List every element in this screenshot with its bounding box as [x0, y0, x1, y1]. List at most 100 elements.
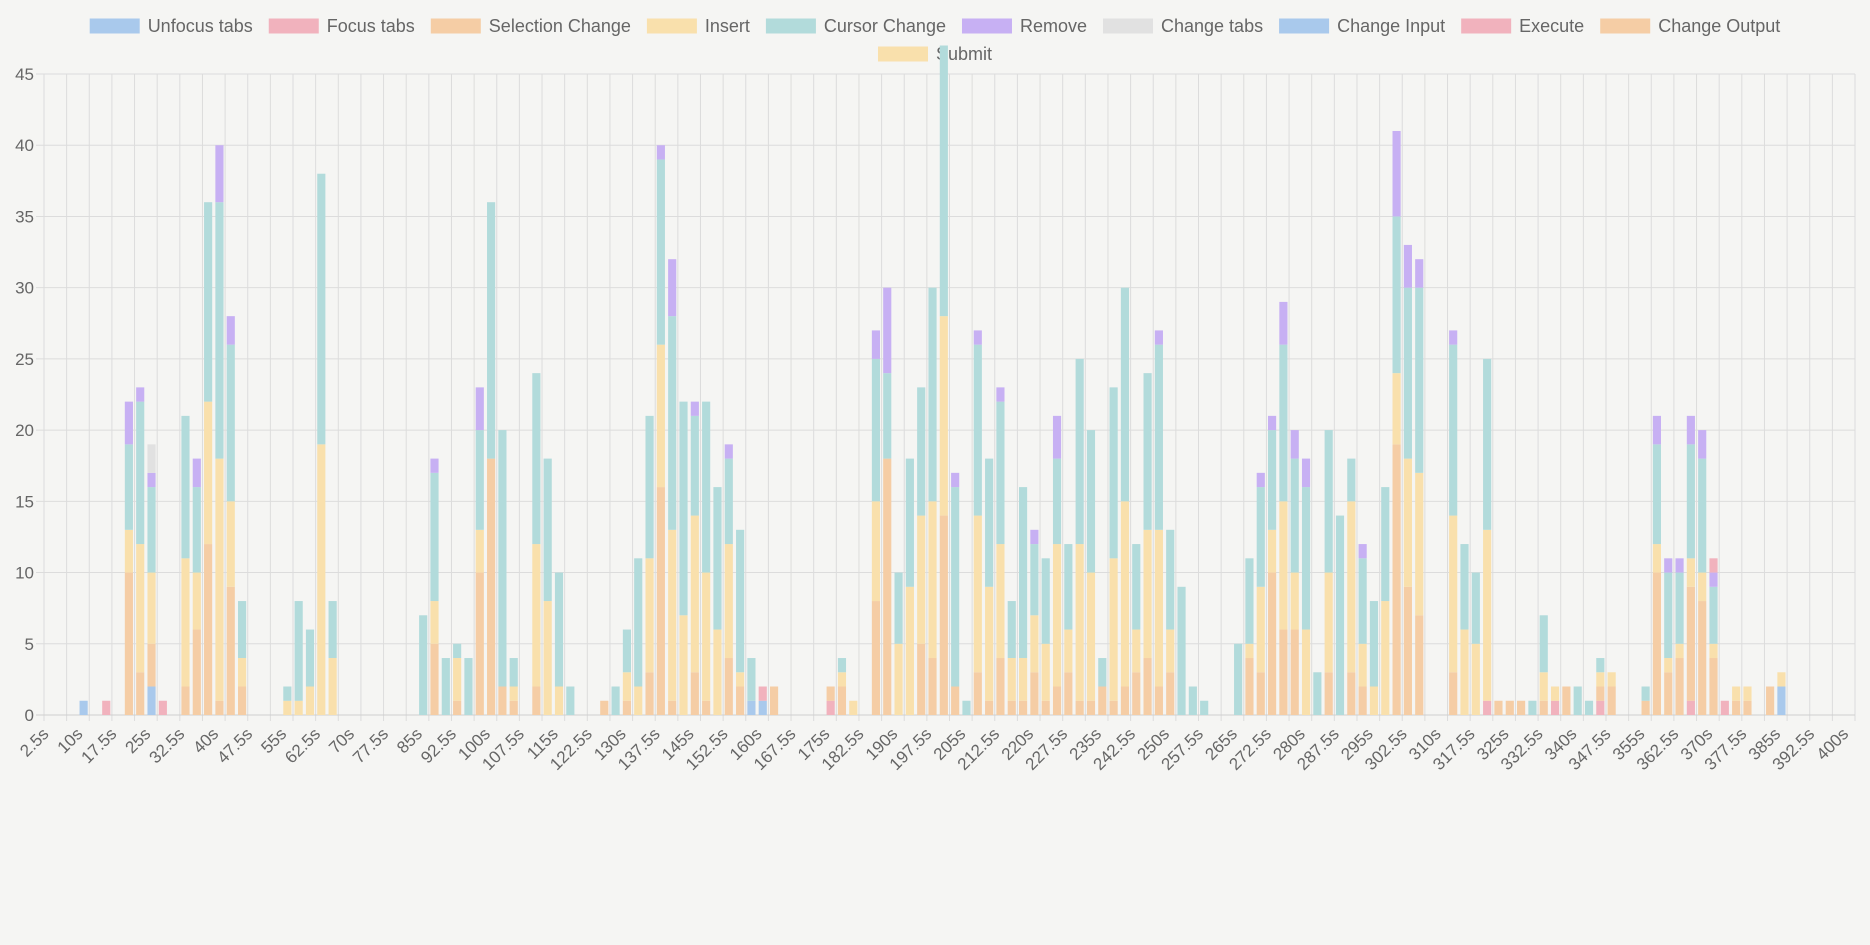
- bar-segment-cursor-change[interactable]: [1086, 430, 1096, 573]
- bar-segment-selection-change[interactable]: [147, 643, 156, 687]
- bar-segment-cursor-change[interactable]: [1698, 458, 1707, 573]
- bar-segment-insert[interactable]: [1369, 686, 1379, 715]
- bar-segment-selection-change[interactable]: [136, 672, 145, 715]
- bar-segment-selection-change[interactable]: [1358, 686, 1367, 715]
- bar-segment-selection-change[interactable]: [1641, 700, 1650, 715]
- bar-segment-selection-change[interactable]: [453, 700, 462, 715]
- bar-segment-cursor-change[interactable]: [1664, 572, 1673, 659]
- bar-segment-insert[interactable]: [147, 572, 156, 644]
- bar-segment-insert[interactable]: [1698, 572, 1707, 602]
- bar-segment-insert[interactable]: [1449, 515, 1458, 673]
- bar-segment-selection-change[interactable]: [1143, 658, 1152, 715]
- bar-segment-selection-change[interactable]: [1732, 700, 1741, 715]
- bar-segment-remove[interactable]: [1686, 415, 1695, 445]
- bar-segment-cursor-change[interactable]: [1324, 430, 1333, 573]
- bar-segment-remove[interactable]: [215, 145, 224, 203]
- bar-segment-selection-change[interactable]: [690, 672, 699, 715]
- bar-segment-insert[interactable]: [136, 544, 145, 673]
- bar-segment-insert[interactable]: [192, 572, 201, 630]
- bar-segment-cursor-change[interactable]: [928, 287, 937, 502]
- bar-segment-insert[interactable]: [1109, 558, 1118, 701]
- bar-segment-cursor-change[interactable]: [973, 344, 982, 516]
- bar-segment-cursor-change[interactable]: [1709, 586, 1718, 644]
- bar-segment-selection-change[interactable]: [1675, 658, 1684, 715]
- bar-segment-insert[interactable]: [1550, 686, 1560, 701]
- bar-segment-remove[interactable]: [1449, 330, 1458, 345]
- bar-segment-submit[interactable]: [1743, 686, 1752, 701]
- bar-segment-cursor-change[interactable]: [1200, 700, 1209, 715]
- bar-segment-cursor-change[interactable]: [124, 444, 133, 530]
- bar-segment-cursor-change[interactable]: [238, 601, 247, 659]
- bar-segment-remove[interactable]: [1403, 244, 1412, 288]
- bar-segment-insert[interactable]: [1256, 586, 1265, 673]
- bar-segment-remove[interactable]: [475, 387, 484, 431]
- bar-segment-remove[interactable]: [136, 387, 145, 402]
- bar-segment-remove[interactable]: [690, 401, 699, 416]
- bar-segment-insert[interactable]: [985, 586, 994, 701]
- bar-segment-selection-change[interactable]: [1245, 658, 1254, 715]
- bar-segment-insert[interactable]: [1358, 643, 1367, 687]
- bar-segment-insert[interactable]: [1403, 458, 1412, 587]
- bar-segment-insert[interactable]: [1268, 529, 1277, 573]
- bar-segment-cursor-change[interactable]: [962, 700, 971, 715]
- bar-segment-selection-change[interactable]: [1132, 672, 1141, 715]
- bar-segment-selection-change[interactable]: [996, 658, 1005, 715]
- bar-segment-selection-change[interactable]: [1268, 572, 1277, 715]
- bar-segment-cursor-change[interactable]: [996, 401, 1005, 545]
- bar-segment-selection-change[interactable]: [1064, 672, 1073, 715]
- bar-segment-insert[interactable]: [1279, 501, 1288, 630]
- bar-segment-insert[interactable]: [1154, 529, 1163, 687]
- bar-segment-remove[interactable]: [883, 287, 892, 374]
- bar-segment-selection-change[interactable]: [622, 700, 631, 715]
- bar-segment-cursor-change[interactable]: [1098, 658, 1107, 687]
- bar-segment-selection-change[interactable]: [124, 572, 133, 715]
- bar-segment-insert[interactable]: [294, 700, 303, 715]
- bar-segment-insert[interactable]: [1471, 643, 1480, 715]
- bar-segment-cursor-change[interactable]: [283, 686, 292, 701]
- bar-segment-execute[interactable]: [1709, 558, 1718, 573]
- bar-segment-cursor-change[interactable]: [1075, 358, 1084, 545]
- bar-segment-selection-change[interactable]: [1256, 672, 1265, 715]
- bar-segment-focus-tabs[interactable]: [1550, 700, 1560, 715]
- bar-segment-cursor-change[interactable]: [1403, 287, 1412, 459]
- bar-segment-insert[interactable]: [283, 700, 292, 715]
- bar-segment-cursor-change[interactable]: [509, 658, 518, 687]
- legend-item-focus-tabs[interactable]: Focus tabs: [268, 16, 415, 36]
- bar-segment-insert[interactable]: [453, 658, 462, 701]
- bar-segment-focus-tabs[interactable]: [1596, 700, 1605, 715]
- bar-segment-insert[interactable]: [1075, 544, 1084, 701]
- bar-segment-remove[interactable]: [668, 259, 677, 317]
- bar-segment-insert[interactable]: [1460, 629, 1469, 715]
- bar-segment-selection-change[interactable]: [837, 686, 847, 715]
- bar-segment-insert[interactable]: [1652, 544, 1661, 573]
- bar-segment-cursor-change[interactable]: [1052, 458, 1062, 545]
- bar-segment-cursor-change[interactable]: [1483, 358, 1492, 530]
- bar-segment-insert[interactable]: [1324, 572, 1333, 673]
- bar-segment-selection-change[interactable]: [1109, 700, 1118, 715]
- bar-segment-selection-change[interactable]: [736, 686, 745, 715]
- bar-segment-cursor-change[interactable]: [747, 658, 756, 701]
- bar-segment-focus-tabs[interactable]: [758, 686, 767, 701]
- bar-segment-cursor-change[interactable]: [294, 601, 303, 701]
- bar-segment-insert[interactable]: [634, 686, 643, 715]
- legend-item-unfocus-tabs[interactable]: Unfocus tabs: [89, 16, 253, 36]
- bar-segment-cursor-change[interactable]: [1381, 487, 1390, 602]
- bar-segment-unfocus-tabs[interactable]: [147, 686, 156, 715]
- bar-segment-insert[interactable]: [1483, 529, 1492, 701]
- legend-item-remove[interactable]: Remove: [961, 16, 1087, 36]
- bar-segment-insert[interactable]: [317, 444, 326, 715]
- bar-segment-remove[interactable]: [1664, 558, 1673, 573]
- bar-segment-selection-change[interactable]: [1698, 601, 1707, 715]
- bar-segment-insert[interactable]: [1392, 373, 1401, 445]
- bar-segment-insert[interactable]: [1064, 629, 1073, 673]
- bar-segment-cursor-change[interactable]: [917, 387, 926, 516]
- bar-segment-remove[interactable]: [724, 444, 733, 459]
- bar-segment-insert[interactable]: [1539, 672, 1548, 701]
- bar-segment-cursor-change[interactable]: [464, 658, 473, 715]
- bar-segment-focus-tabs[interactable]: [1720, 700, 1729, 715]
- bar-segment-cursor-change[interactable]: [951, 487, 960, 687]
- bar-segment-selection-change[interactable]: [487, 458, 496, 715]
- bar-segment-cursor-change[interactable]: [690, 415, 699, 516]
- bar-segment-cursor-change[interactable]: [702, 401, 711, 573]
- bar-segment-cursor-change[interactable]: [192, 487, 201, 573]
